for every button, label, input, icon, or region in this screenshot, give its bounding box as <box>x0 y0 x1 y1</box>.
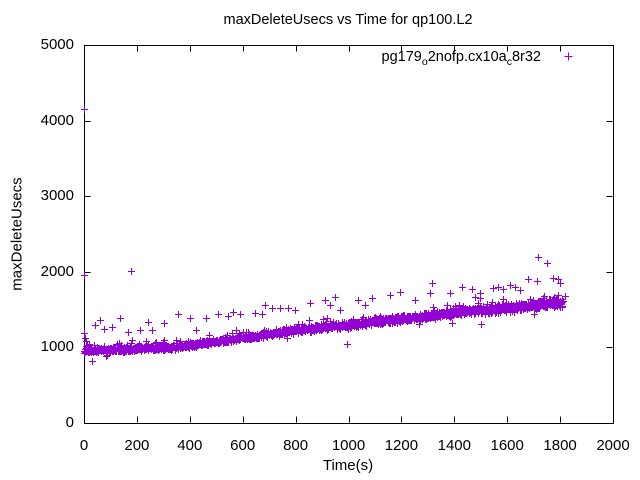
legend-text-subscript: o <box>421 55 428 68</box>
legend-text-segment: 2nofp.cx10a <box>427 49 507 65</box>
x-tick-label: 1200 <box>384 437 419 454</box>
legend-text-segment: 8r32 <box>511 49 541 65</box>
x-tick-label: 600 <box>230 437 256 454</box>
data-points <box>81 106 569 365</box>
x-tick-label: 400 <box>177 437 203 454</box>
x-tick-label: 800 <box>283 437 309 454</box>
y-tick-label: 4000 <box>40 111 74 129</box>
x-tick-label: 0 <box>79 437 89 454</box>
x-tick-label: 2000 <box>596 437 630 454</box>
y-tick-label: 0 <box>65 414 74 431</box>
y-tick-label: 5000 <box>40 36 74 53</box>
legend-text-subscript: c <box>506 55 512 68</box>
x-tick-label: 1800 <box>543 437 577 454</box>
y-tick-label: 3000 <box>40 187 74 205</box>
legend-marker-plus-icon <box>564 52 573 61</box>
x-tick-label: 1600 <box>490 437 524 454</box>
y-tick-label: 2000 <box>40 262 74 280</box>
y-tick-label: 1000 <box>40 338 74 356</box>
chart-title: maxDeleteUsecs vs Time for qp100.L2 <box>223 12 473 28</box>
x-axis-label: Time(s) <box>322 457 374 474</box>
legend-series-label: pg179o2nofp.cx10ac8r32 <box>381 49 541 68</box>
legend-text-segment: pg179 <box>381 49 422 65</box>
x-tick-label: 1400 <box>437 437 471 454</box>
x-tick-label: 200 <box>124 437 150 454</box>
axis-ticks <box>84 45 614 424</box>
x-tick-label: 1000 <box>331 437 366 454</box>
plot-border <box>84 45 614 424</box>
